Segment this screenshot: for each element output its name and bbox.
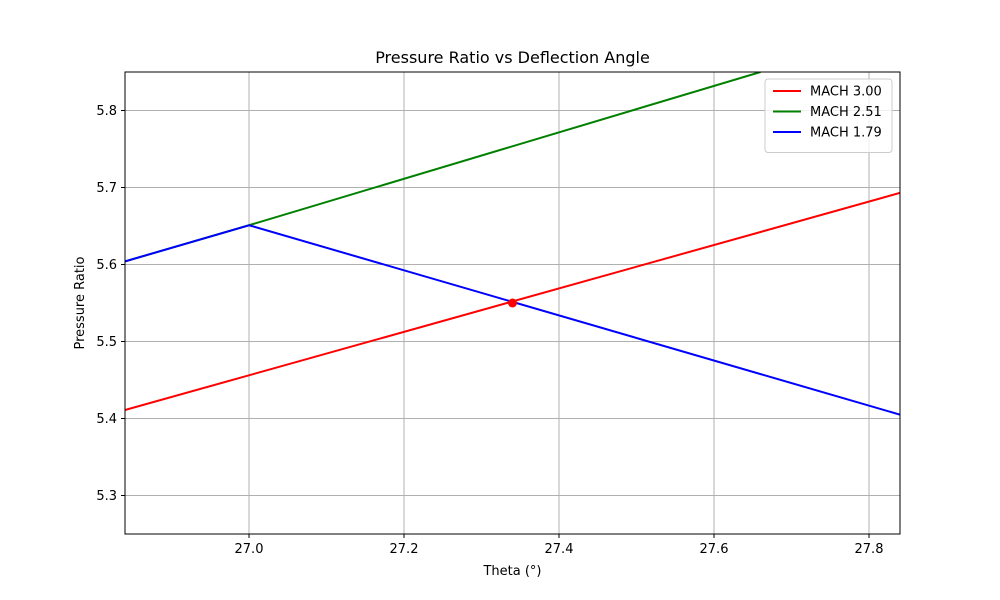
y-tick-label: 5.7 [96, 181, 117, 196]
legend-label: MACH 1.79 [810, 126, 882, 141]
y-tick-label: 5.4 [96, 412, 117, 427]
legend: MACH 3.00 MACH 2.51 MACH 1.79 [764, 78, 893, 153]
y-tick-label: 5.6 [96, 258, 117, 273]
x-tick-label: 27.0 [235, 542, 264, 557]
chart-title: Pressure Ratio vs Deflection Angle [375, 48, 650, 67]
series-line-mach-1-79 [125, 224, 900, 416]
x-tick-label: 27.4 [545, 542, 574, 557]
y-tick-label: 5.5 [96, 335, 117, 350]
intersection-point-marker [508, 298, 517, 308]
legend-label: MACH 3.00 [810, 85, 882, 100]
x-tick-label: 27.8 [855, 542, 884, 557]
x-tick-label: 27.2 [390, 542, 419, 557]
y-tick-label: 5.8 [96, 104, 117, 119]
x-tick-label: 27.6 [700, 542, 729, 557]
axes-frame [124, 71, 901, 535]
y-tick-label: 5.3 [96, 489, 117, 504]
x-axis-label: Theta (°) [482, 564, 541, 579]
markers [508, 298, 517, 308]
y-axis-label: Pressure Ratio [73, 256, 88, 349]
legend-label: MACH 2.51 [810, 105, 882, 120]
ticks: 27.0 27.2 27.4 27.6 27.8 5.3 5.4 5.5 5.6 5.7 5.8 [96, 104, 883, 557]
legend-box [764, 78, 893, 153]
